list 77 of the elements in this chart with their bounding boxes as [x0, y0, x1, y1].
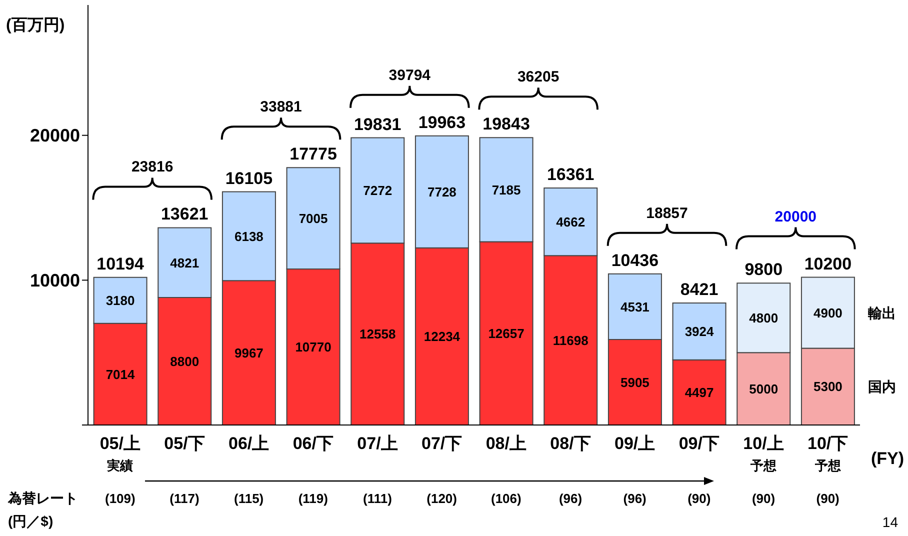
annotation: 33881 [260, 98, 302, 116]
data-label: 3924 [684, 324, 715, 340]
data-label: 4662 [556, 214, 586, 230]
data-label: 5000 [749, 381, 778, 396]
text: (90) [752, 491, 776, 506]
text: 実績 [106, 458, 134, 473]
y-tick-label: 10000 [30, 270, 80, 291]
text: (円／$) [8, 513, 54, 529]
data-label: 7005 [298, 210, 328, 226]
annotation: 20000 [774, 208, 817, 226]
data-label: 4531 [620, 299, 650, 314]
total-label: 16105 [225, 168, 273, 188]
text: (109) [104, 491, 136, 506]
text: (96) [623, 491, 646, 506]
x-tick-label: 06/上 [228, 434, 270, 454]
data-label: 7185 [492, 182, 521, 198]
text: (119) [298, 491, 328, 506]
text: 予想 [814, 458, 842, 473]
data-label: 7014 [106, 366, 136, 382]
x-tick-label: 07/上 [357, 434, 398, 454]
y-axis-title: (百万円) [6, 17, 65, 34]
data-label: 9967 [234, 345, 264, 360]
annotation: 39794 [388, 66, 432, 84]
text: 予想 [750, 458, 778, 473]
data-label: 7728 [427, 184, 456, 200]
x-tick-label: 10/下 [808, 434, 848, 454]
total-label: 16361 [546, 165, 594, 184]
x-tick-label: 08/下 [550, 434, 591, 454]
data-label: 8800 [170, 354, 200, 369]
total-label: 17775 [290, 144, 337, 164]
x-tick-label: 09/下 [678, 434, 720, 454]
text: (90) [816, 491, 840, 506]
text: (90) [688, 491, 711, 506]
total-label: 19843 [482, 114, 530, 134]
x-tick-label: 08/上 [486, 434, 526, 454]
annotation: 36205 [517, 68, 560, 86]
text: (FY) [870, 449, 904, 468]
text: (111) [363, 491, 392, 506]
text: (120) [426, 491, 458, 506]
data-label: 5905 [620, 374, 650, 390]
text: (117) [170, 491, 200, 506]
series-label: 輸出 [867, 304, 896, 321]
total-label: 8421 [680, 280, 718, 300]
x-tick-label: 05/下 [164, 434, 205, 454]
data-label: 6138 [234, 228, 264, 244]
text: (115) [234, 491, 264, 506]
x-tick-label: 10/上 [743, 434, 784, 454]
total-label: 19963 [418, 112, 466, 132]
total-label: 13621 [160, 204, 208, 224]
data-label: 7272 [363, 183, 392, 198]
total-label: 10200 [804, 254, 852, 274]
annotation: 18857 [646, 204, 688, 222]
x-tick-label: 09/上 [614, 434, 656, 454]
x-tick-label: 07/下 [422, 434, 462, 454]
text: (106) [490, 491, 522, 506]
data-label: 12558 [360, 326, 396, 342]
data-label: 3180 [106, 293, 135, 308]
text: (96) [558, 491, 582, 506]
data-label: 12657 [488, 326, 524, 341]
x-tick-label: 06/下 [292, 434, 334, 454]
data-label: 4821 [170, 255, 200, 270]
x-tick-label: 05/上 [100, 434, 140, 454]
total-label: 19831 [354, 114, 402, 134]
data-label: 5300 [813, 379, 842, 394]
data-label: 11698 [552, 332, 588, 348]
total-label: 10194 [96, 254, 144, 274]
text: 14 [882, 514, 898, 530]
data-label: 4497 [684, 385, 714, 400]
data-label: 12234 [424, 329, 461, 344]
data-label: 4900 [813, 305, 842, 320]
data-label: 4800 [749, 310, 778, 326]
series-label: 国内 [868, 378, 896, 395]
annotation: 23816 [131, 158, 174, 176]
total-label: 10436 [611, 250, 659, 270]
text: 為替レート [7, 490, 78, 506]
total-label: 9800 [744, 260, 783, 280]
data-label: 10770 [295, 340, 332, 355]
